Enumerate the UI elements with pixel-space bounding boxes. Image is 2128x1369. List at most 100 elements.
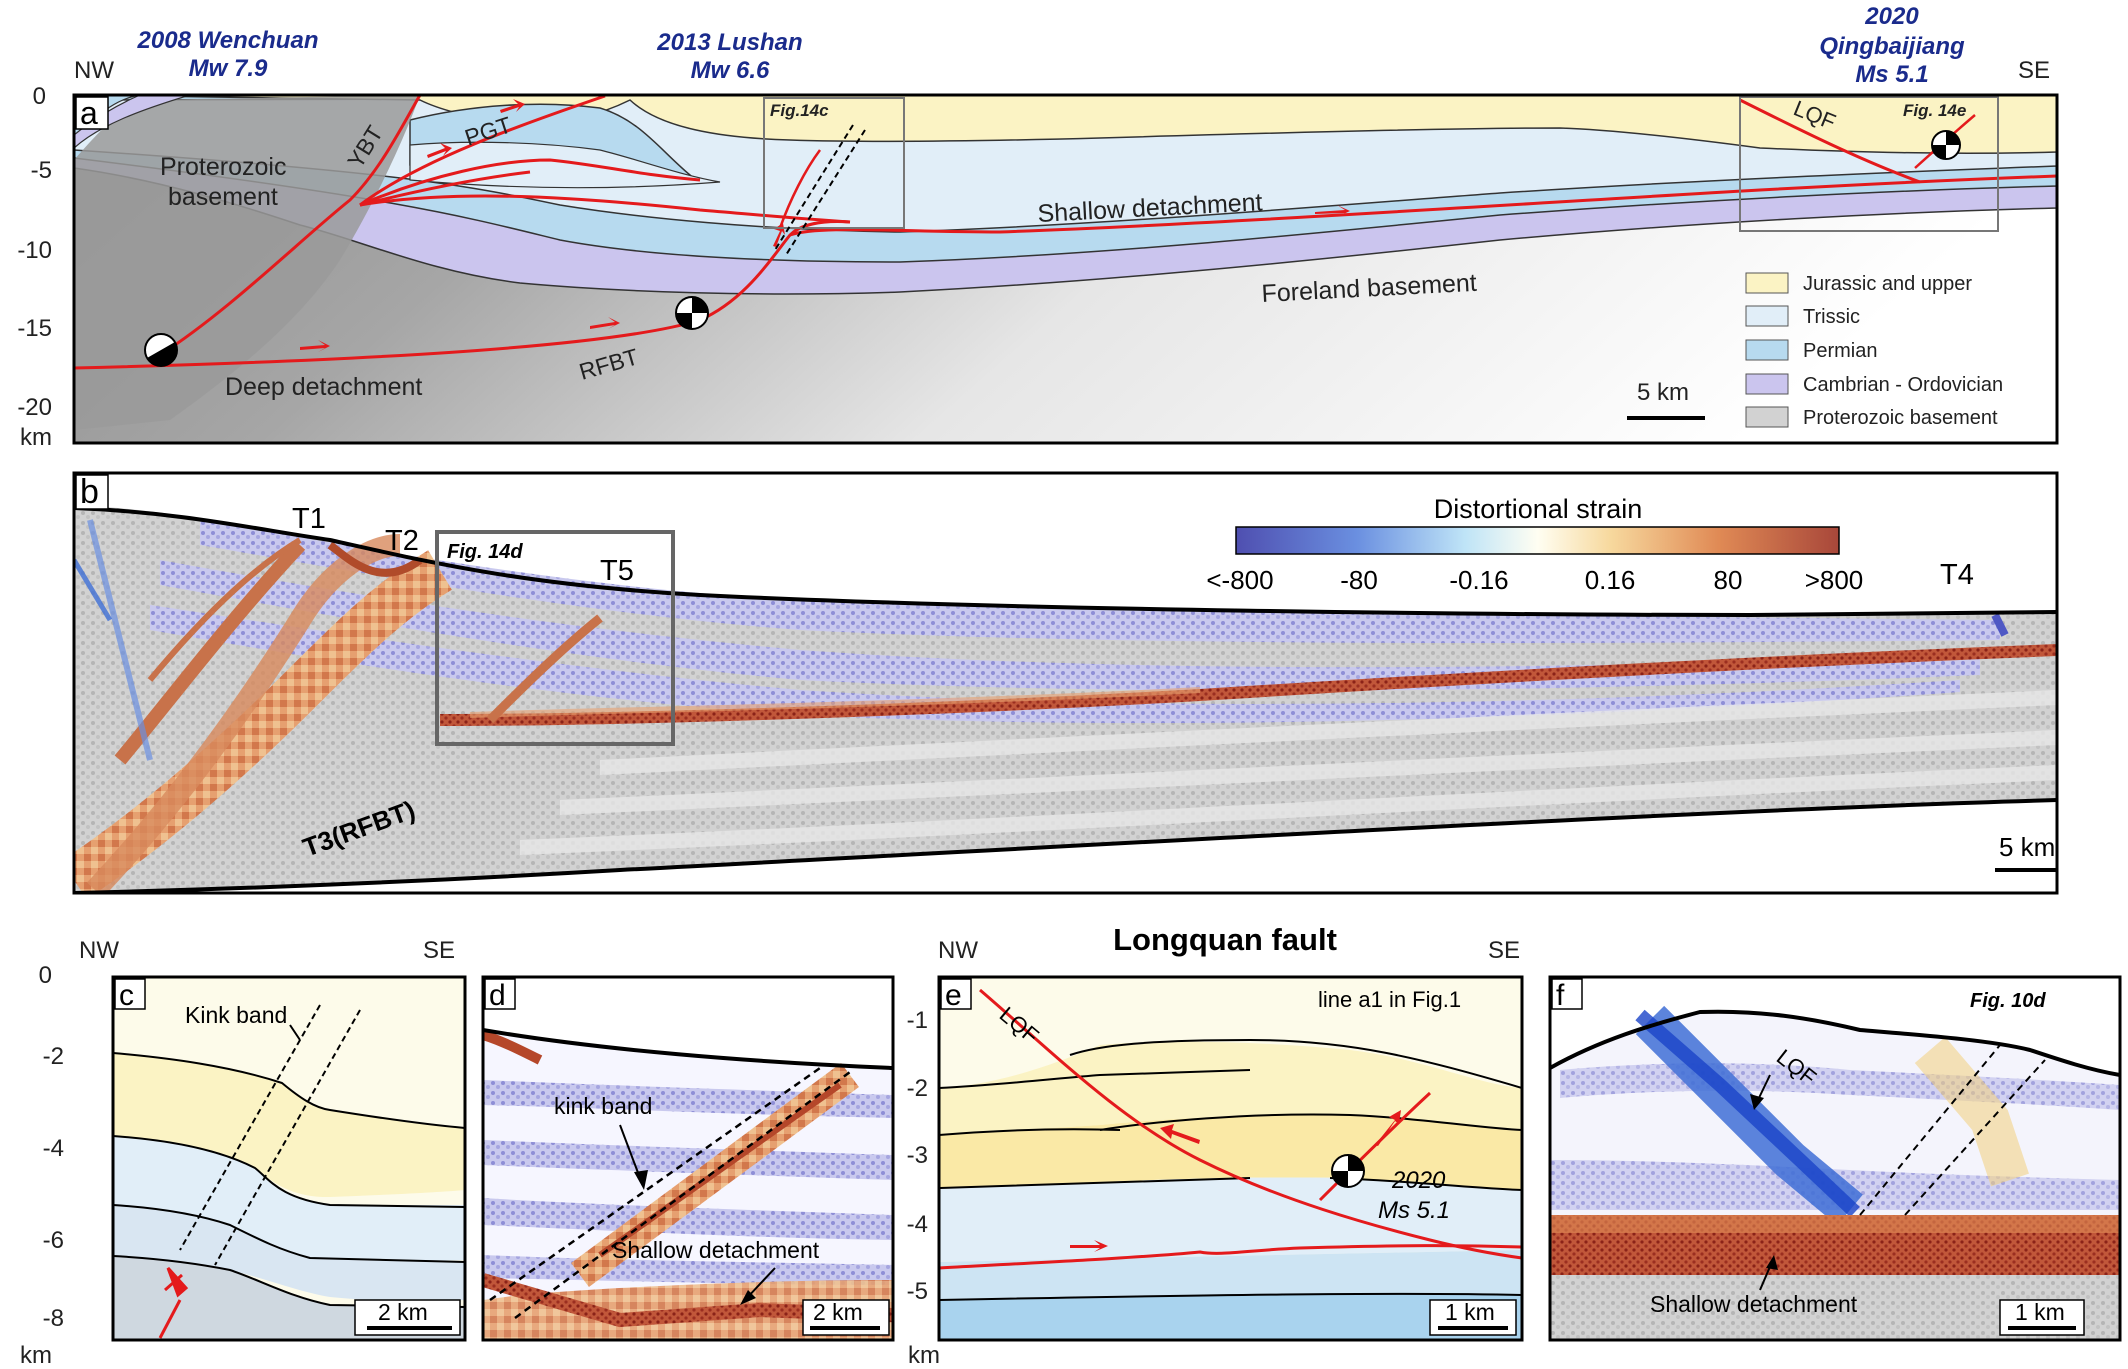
legend-triassic: Trissic	[1803, 306, 1860, 328]
colorbar-title: Distortional strain	[1434, 494, 1643, 524]
legend-jurassic: Jurassic and upper	[1803, 273, 1972, 295]
label-t4: T4	[1940, 559, 1974, 591]
label-basement: basement	[168, 183, 278, 211]
cbar-tick-5: >800	[1805, 565, 1864, 595]
model-surface-f	[1550, 1009, 2120, 1077]
eq-qingbaijiang-mag: Ms 5.1	[1855, 61, 1928, 88]
panel-e-longquan-fault: LQF line a1 in Fig.1 2020 Ms 5.1 1 km e …	[907, 922, 1524, 1369]
panel-letter-f: f	[1556, 979, 1565, 1012]
model-surface-d	[483, 1028, 893, 1070]
label-t5: T5	[600, 555, 634, 587]
eq-lushan-mag: Mw 6.6	[691, 57, 770, 84]
colorbar	[1235, 526, 1840, 555]
legend-swatch-permian	[1745, 339, 1789, 361]
cbar-tick-2: -0.16	[1449, 565, 1508, 595]
y-axis-e: -1 -2 -3 -4 -5 km	[907, 1007, 940, 1369]
panel-letter-b: b	[80, 473, 99, 511]
panel-c-kink-band: Kink band 2 km c NW SE 0 -2 -4 -6 -8 km	[20, 937, 467, 1369]
kink-band-d	[489, 1066, 851, 1320]
panel-a-frame	[72, 93, 2059, 445]
label-shallow-detachment-f: Shallow detachment	[1650, 1291, 1858, 1317]
detachment-fault-e	[939, 1244, 1522, 1270]
eq-qingbaijiang-year: 2020	[1864, 3, 1919, 30]
beachball-wenchuan	[144, 333, 178, 367]
fig14c-box	[763, 97, 905, 229]
lqf-fault-e	[979, 988, 1522, 1260]
cbar-tick-3: 0.16	[1585, 565, 1636, 595]
panel-e-frame	[937, 975, 1524, 1342]
label-fig14c: Fig.14c	[770, 101, 829, 120]
legend-swatch-proterozoic	[1745, 406, 1789, 428]
cbar-tick-1: -80	[1340, 565, 1378, 595]
scale-label-b: 5 km	[1999, 832, 2055, 862]
beachball-e	[1331, 1154, 1365, 1188]
legend-permian: Permian	[1803, 340, 1877, 362]
slip-arrows-e	[1070, 1110, 1401, 1252]
ytick-e-3: -3	[907, 1142, 928, 1169]
eq-qingbaijiang-name: Qingbaijiang	[1819, 33, 1965, 60]
ytick-c-2: -2	[43, 1043, 64, 1070]
label-proterozoic: Proterozoic	[160, 153, 286, 181]
y-axis-c: 0 -2 -4 -6 -8 km	[20, 962, 64, 1369]
panel-d-strain-detail: kink band Shallow detachment 2 km d	[481, 975, 895, 1342]
beachball-qingbaijiang	[1931, 130, 1961, 160]
scale-label-e: 1 km	[1445, 1299, 1495, 1325]
layer-boundaries-c	[113, 1052, 465, 1308]
cbar-tick-0: <-800	[1206, 565, 1273, 595]
panel-f-frame	[1548, 975, 2122, 1342]
label-deep-detachment: Deep detachment	[225, 373, 422, 401]
y-unit-c: km	[20, 1342, 52, 1369]
legend-swatch-jurassic	[1745, 272, 1789, 294]
y-unit-a: km	[20, 424, 52, 451]
panel-letter-e: e	[945, 979, 962, 1012]
label-se-c: SE	[423, 937, 455, 964]
beachball-lushan	[675, 296, 709, 330]
label-line-a1: line a1 in Fig.1	[1318, 987, 1461, 1012]
scale-label-c: 2 km	[378, 1299, 428, 1325]
label-t1: T1	[292, 503, 326, 535]
kink-band-a	[774, 124, 866, 256]
label-eq-year-e: 2020	[1391, 1167, 1446, 1194]
legend-proterozoic: Proterozoic basement	[1803, 407, 1998, 429]
ytick-a-20: -20	[17, 394, 52, 421]
panel-d-frame	[481, 975, 895, 1342]
label-fig14e: Fig. 14e	[1903, 101, 1966, 120]
panel-e-title: Longquan fault	[1113, 922, 1337, 957]
label-fig10d: Fig. 10d	[1970, 990, 2046, 1012]
panel-letter-d: d	[489, 979, 506, 1012]
strain-bands	[74, 519, 2057, 893]
ytick-e-2: -2	[907, 1075, 928, 1102]
kink-band-c	[179, 1004, 361, 1266]
lqf-fault	[1739, 98, 1921, 184]
panel-letter-c: c	[119, 979, 134, 1012]
label-t2: T2	[385, 525, 419, 557]
cbar-tick-4: 80	[1714, 565, 1743, 595]
label-kink-band-d: kink band	[554, 1093, 652, 1119]
label-se-a: SE	[2018, 57, 2050, 84]
label-nw-c: NW	[79, 937, 119, 964]
panel-f-strain-detail: LQF Fig. 10d Shallow detachment 1 km f	[1548, 975, 2122, 1342]
ytick-c-4: -4	[43, 1135, 64, 1162]
label-eq-mag-e: Ms 5.1	[1378, 1197, 1450, 1224]
strain-stripes-blue	[150, 520, 2000, 724]
faults-panel-a	[74, 95, 2057, 370]
model-surface	[74, 506, 2057, 618]
fig14d-box	[435, 530, 675, 746]
label-nw-a: NW	[74, 57, 114, 84]
ytick-e-5: -5	[907, 1278, 928, 1305]
panel-b-frame	[72, 471, 2059, 895]
pgt-fault	[359, 95, 606, 207]
panel-b-strain-model: T1 T2 T5 T4 T3(RFBT) Fig. 14d Distortion…	[72, 471, 2059, 895]
legend-a: Jurassic and upper Trissic Permian Cambr…	[1745, 272, 2003, 429]
eq-wenchuan-name: 2008 Wenchuan	[137, 27, 319, 54]
ytick-c-8: -8	[43, 1305, 64, 1332]
y-unit-e: km	[908, 1342, 940, 1369]
ytick-e-1: -1	[907, 1007, 928, 1034]
scale-label-f: 1 km	[2015, 1299, 2065, 1325]
fig14e-box	[1739, 96, 1999, 232]
label-se-e: SE	[1488, 937, 1520, 964]
shallow-detachment-fault	[789, 174, 2057, 237]
ytick-a-15: -15	[17, 315, 52, 342]
ytick-a-0: 0	[33, 83, 46, 110]
